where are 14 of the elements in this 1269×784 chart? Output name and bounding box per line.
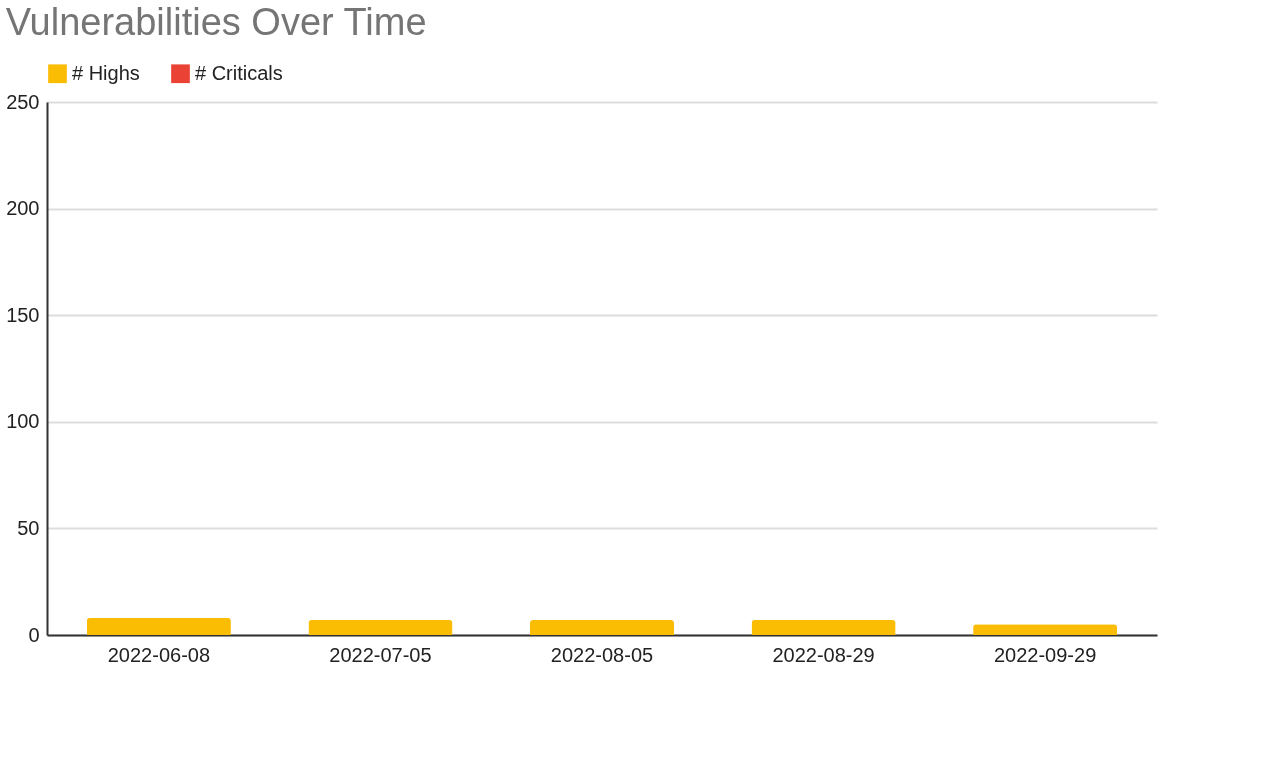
y-tick-label: 200 bbox=[6, 197, 40, 220]
x-tick-label: 2022-09-29 bbox=[993, 643, 1097, 666]
y-tick-label: 100 bbox=[6, 410, 40, 433]
y-tick-label: 150 bbox=[6, 303, 40, 326]
x-tick-label: 2022-07-05 bbox=[329, 643, 432, 666]
legend-label: # Criticals bbox=[195, 61, 283, 84]
x-tick-label: 2022-08-05 bbox=[550, 643, 654, 666]
y-tick-label: 250 bbox=[6, 90, 40, 113]
chart-title: Vulnerabilities Over Time bbox=[5, 1, 427, 43]
x-tick-label: 2022-06-08 bbox=[107, 643, 211, 666]
y-tick-label: 0 bbox=[28, 623, 40, 646]
legend-label: # Highs bbox=[72, 61, 140, 84]
x-tick-label: 2022-08-29 bbox=[772, 643, 875, 666]
y-tick-label: 50 bbox=[17, 516, 40, 539]
